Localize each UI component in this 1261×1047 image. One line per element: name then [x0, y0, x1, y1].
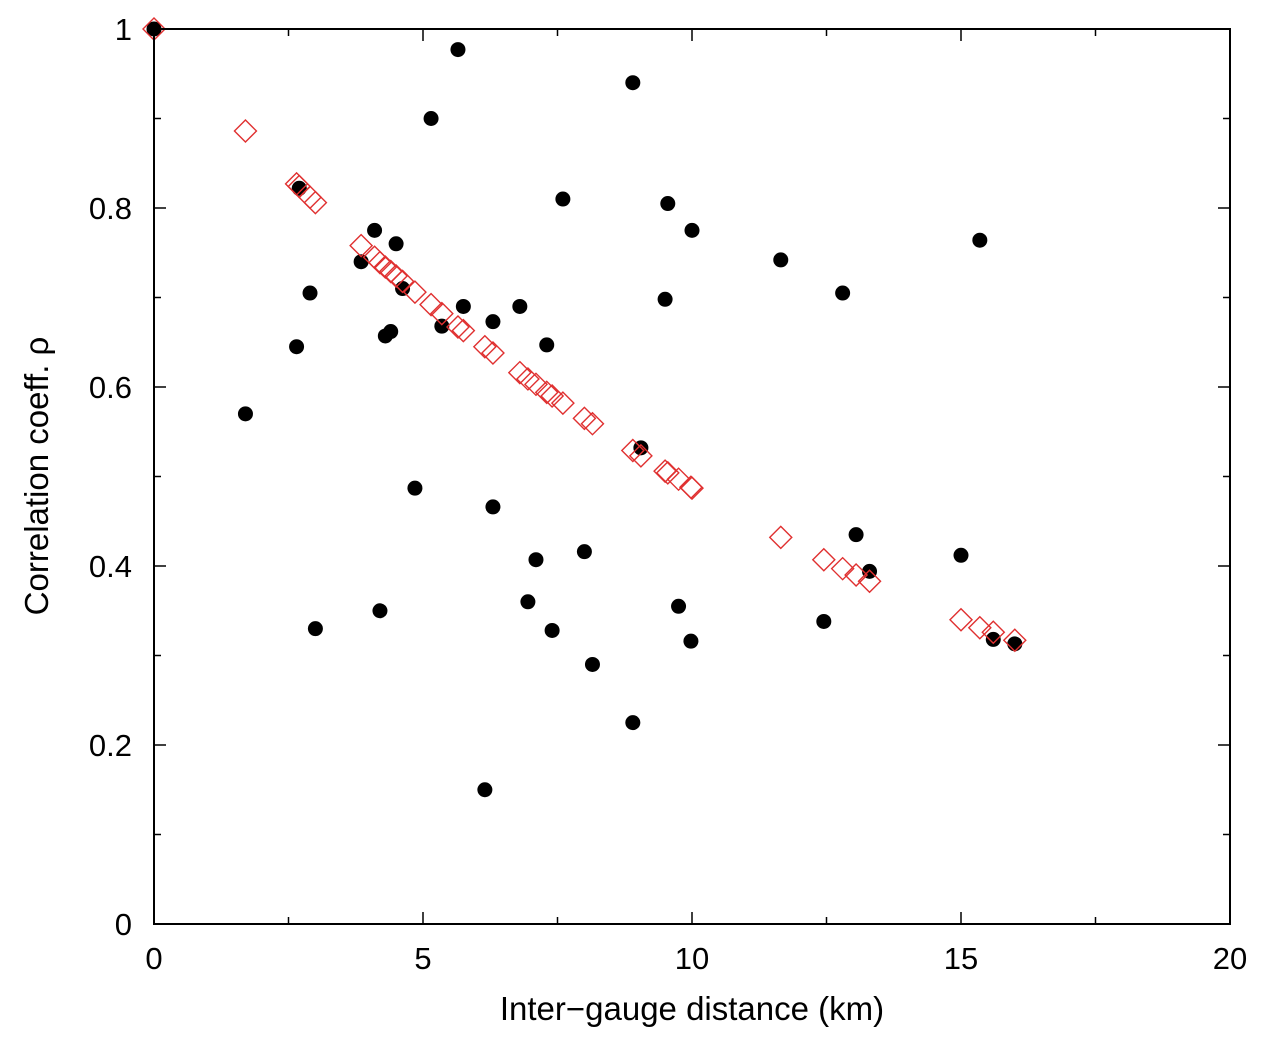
- x-axis-title: Inter−gauge distance (km): [500, 990, 884, 1027]
- data-point-circle: [539, 337, 555, 353]
- data-point-diamond: [429, 301, 454, 326]
- data-point-circle: [544, 622, 560, 638]
- data-point-circle: [576, 544, 592, 560]
- data-point-diamond: [523, 372, 548, 397]
- data-point-diamond: [1002, 628, 1027, 653]
- data-point-circle: [367, 222, 383, 238]
- x-tick-label: 0: [145, 941, 162, 976]
- data-point-diamond: [967, 615, 992, 640]
- data-point-circle: [528, 552, 544, 568]
- data-point-diamond: [949, 607, 973, 632]
- x-tick-label: 5: [414, 941, 431, 976]
- data-point-circle: [625, 75, 641, 91]
- data-point-circle: [862, 563, 878, 579]
- data-point-circle: [307, 621, 323, 637]
- data-point-circle: [1007, 636, 1023, 652]
- data-point-circle: [953, 547, 969, 563]
- data-point-circle: [816, 613, 832, 629]
- data-point-circle: [512, 298, 528, 314]
- data-point-circle: [289, 339, 305, 355]
- data-point-diamond: [550, 391, 575, 416]
- data-point-diamond: [480, 341, 505, 365]
- data-point-circle: [383, 324, 399, 340]
- data-point-circle: [972, 232, 988, 248]
- data-point-diamond: [419, 292, 444, 317]
- data-point-diamond: [680, 476, 704, 501]
- data-point-diamond: [349, 233, 374, 258]
- data-point-diamond: [540, 383, 565, 408]
- y-tick-label: 0.6: [89, 370, 132, 405]
- data-point-circle: [434, 318, 450, 334]
- data-point-circle: [555, 191, 571, 207]
- data-point-circle: [450, 42, 466, 58]
- data-point-diamond: [384, 264, 409, 289]
- data-point-circle: [671, 598, 687, 614]
- y-tick-label: 0.2: [89, 728, 132, 763]
- data-point-circle: [237, 406, 253, 422]
- data-point-circle: [683, 633, 699, 649]
- data-point-circle: [625, 715, 641, 731]
- data-point-diamond: [451, 318, 476, 343]
- data-point-circle: [848, 527, 864, 543]
- data-point-diamond: [811, 547, 836, 572]
- x-tick-label: 10: [675, 941, 709, 976]
- data-point-diamond: [303, 190, 328, 215]
- data-point-circle: [657, 291, 673, 307]
- x-tick-label: 20: [1213, 941, 1247, 976]
- data-point-circle: [485, 499, 501, 515]
- data-point-diamond: [768, 525, 793, 550]
- data-point-circle: [302, 285, 318, 301]
- data-point-circle: [423, 111, 439, 126]
- data-point-diamond: [857, 569, 882, 594]
- data-point-diamond: [445, 315, 470, 340]
- data-point-diamond: [233, 119, 258, 144]
- data-point-diamond: [534, 380, 559, 405]
- data-point-circle: [477, 782, 493, 798]
- data-point-circle: [835, 285, 851, 301]
- data-point-circle: [291, 180, 307, 196]
- open-diamond-series: [142, 17, 1027, 653]
- axis-tick-labels: 0 5 10 15 20 0 0.2 0.4 0.6 0.8 1: [89, 12, 1247, 976]
- data-point-circle: [388, 236, 404, 252]
- y-axis-title: Correlation coeff. ρ: [18, 337, 55, 616]
- axis-ticks: [153, 28, 1231, 925]
- y-tick-label: 0: [115, 907, 132, 942]
- data-point-diamond: [572, 406, 597, 431]
- data-point-diamond: [390, 269, 415, 294]
- data-point-circle: [684, 222, 700, 238]
- data-point-diamond: [655, 460, 680, 485]
- data-point-diamond: [628, 443, 653, 468]
- data-point-circle: [372, 603, 388, 619]
- y-tick-label: 1: [115, 12, 132, 47]
- data-point-circle: [985, 631, 1001, 647]
- data-point-diamond: [981, 620, 1006, 645]
- data-point-circle: [773, 252, 789, 268]
- data-point-diamond: [844, 562, 869, 587]
- data-point-circle: [455, 298, 471, 314]
- x-tick-label: 15: [944, 941, 978, 976]
- data-point-diamond: [620, 438, 645, 463]
- data-point-circle: [407, 480, 423, 496]
- data-point-circle: [660, 196, 676, 212]
- data-point-diamond: [402, 280, 427, 305]
- y-tick-label: 0.8: [89, 191, 132, 226]
- data-point-diamond: [666, 467, 691, 492]
- y-tick-label: 0.4: [89, 549, 132, 584]
- data-point-diamond: [515, 366, 540, 391]
- filled-circle-series: [146, 21, 1023, 798]
- data-point-diamond: [830, 556, 855, 581]
- data-point-circle: [584, 656, 600, 672]
- data-point-circle: [520, 594, 536, 610]
- data-point-circle: [485, 314, 501, 330]
- data-point-diamond: [580, 411, 605, 436]
